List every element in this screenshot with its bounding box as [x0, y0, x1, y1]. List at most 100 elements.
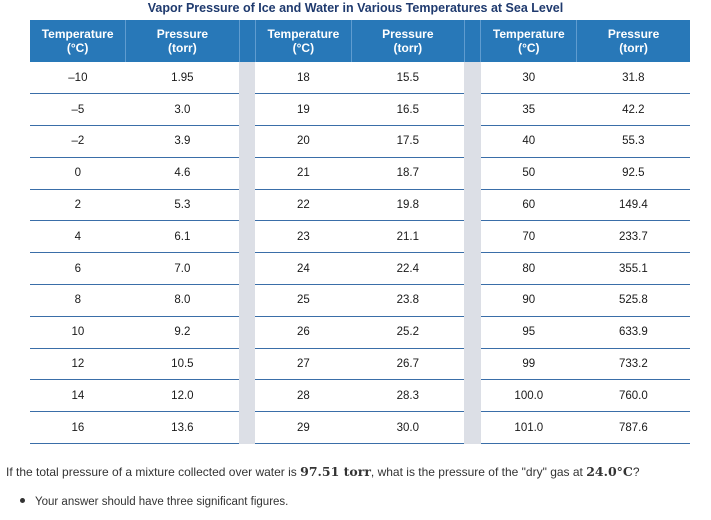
temperature-cell: –5: [30, 93, 126, 127]
column-gap: [238, 20, 256, 62]
column-gap: [464, 125, 481, 158]
table-row: –5 3.0 19 16.5 35 42.2: [30, 93, 690, 127]
temperature-cell: –2: [30, 125, 126, 158]
pressure-cell: 733.2: [576, 348, 690, 381]
pressure-cell: 23.8: [351, 284, 465, 317]
table-row: 8 8.0 25 23.8 90 525.8: [30, 284, 690, 317]
column-gap: [464, 316, 481, 349]
temperature-cell: 90: [480, 284, 577, 317]
temperature-cell: 8: [30, 284, 126, 317]
column-gap: [464, 62, 481, 94]
column-header: Temperature (°C): [30, 20, 126, 62]
pressure-cell: 16.5: [351, 93, 465, 127]
bullet-icon: [20, 498, 25, 504]
table-row: –2 3.9 20 17.5 40 55.3: [30, 125, 690, 158]
pressure-cell: 26.7: [351, 348, 465, 381]
temperature-cell: 18: [255, 62, 352, 95]
temperature-cell: 19: [255, 93, 352, 127]
temperature-cell: 6: [30, 252, 126, 286]
pressure-cell: 355.1: [576, 252, 690, 286]
column-gap: [464, 379, 481, 412]
table-row: –10 1.95 18 15.5 30 31.8: [30, 62, 690, 95]
temperature-cell: 28: [255, 379, 352, 413]
pressure-cell: 22.4: [351, 252, 465, 286]
column-gap: [239, 284, 256, 317]
pressure-cell: 3.0: [125, 93, 239, 127]
pressure-cell: 760.0: [576, 379, 690, 413]
column-gap: [239, 411, 256, 444]
temperature-cell: 12: [30, 348, 126, 381]
temperature-cell: 29: [255, 411, 352, 445]
pressure-cell: 4.6: [125, 157, 239, 190]
instruction-item: Your answer should have three significan…: [20, 496, 288, 508]
pressure-cell: 7.0: [125, 252, 239, 286]
temperature-value: 24.0°C: [586, 464, 633, 479]
table-row: 0 4.6 21 18.7 50 92.5: [30, 157, 690, 190]
pressure-cell: 15.5: [351, 62, 465, 95]
temperature-cell: 99: [480, 348, 577, 381]
column-gap: [239, 93, 256, 126]
temperature-cell: 16: [30, 411, 126, 445]
pressure-cell: 1.95: [125, 62, 239, 95]
temperature-cell: 27: [255, 348, 352, 381]
table-row: 16 13.6 29 30.0 101.0 787.6: [30, 411, 690, 445]
column-gap: [464, 348, 481, 380]
pressure-cell: 13.6: [125, 411, 239, 445]
temperature-cell: 40: [480, 125, 577, 158]
temperature-cell: 60: [480, 189, 577, 222]
temperature-cell: 95: [480, 316, 577, 349]
pressure-cell: 21.1: [351, 220, 465, 254]
temperature-cell: 35: [480, 93, 577, 127]
instructions-list: Your answer should have three significan…: [20, 496, 288, 508]
temperature-cell: 70: [480, 220, 577, 254]
pressure-cell: 5.3: [125, 189, 239, 222]
pressure-cell: 6.1: [125, 220, 239, 254]
vapor-pressure-table: Temperature (°C) Pressure (torr) Temperatu…: [30, 20, 690, 445]
column-header: Pressure (torr): [350, 20, 465, 62]
table-row: 2 5.3 22 19.8 60 149.4: [30, 189, 690, 222]
table-row: 12 10.5 27 26.7 99 733.2: [30, 348, 690, 381]
temperature-cell: 23: [255, 220, 352, 254]
pressure-cell: 42.2: [576, 93, 690, 127]
pressure-cell: 787.6: [576, 411, 690, 445]
column-gap: [464, 157, 481, 190]
pressure-cell: 233.7: [576, 220, 690, 254]
column-gap: [464, 411, 481, 444]
temperature-cell: 25: [255, 284, 352, 317]
pressure-cell: 55.3: [576, 125, 690, 158]
temperature-cell: 10: [30, 316, 126, 349]
pressure-cell: 28.3: [351, 379, 465, 413]
temperature-cell: 30: [480, 62, 577, 95]
pressure-cell: 12.0: [125, 379, 239, 413]
pressure-cell: 18.7: [351, 157, 465, 190]
pressure-cell: 3.9: [125, 125, 239, 158]
table-body: –10 1.95 18 15.5 30 31.8 –5 3.0 19 16.5 35 42.2 –2 3.…: [30, 62, 690, 445]
pressure-cell: 31.8: [576, 62, 690, 95]
table-row: 4 6.1 23 21.1 70 233.7: [30, 220, 690, 254]
temperature-cell: 20: [255, 125, 352, 158]
temperature-cell: 100.0: [480, 379, 577, 413]
pressure-cell: 19.8: [351, 189, 465, 222]
temperature-cell: 4: [30, 220, 126, 254]
total-pressure-value: 97.51 torr: [300, 464, 371, 479]
pressure-cell: 149.4: [576, 189, 690, 222]
table-row: 14 12.0 28 28.3 100.0 760.0: [30, 379, 690, 413]
column-header: Pressure (torr): [125, 20, 239, 62]
temperature-cell: 0: [30, 157, 126, 190]
temperature-cell: 50: [480, 157, 577, 190]
pressure-cell: 633.9: [576, 316, 690, 349]
table-row: 10 9.2 26 25.2 95 633.9: [30, 316, 690, 349]
temperature-cell: 24: [255, 252, 352, 286]
question-text: If the total pressure of a mixture colle…: [6, 464, 640, 479]
column-header: Temperature (°C): [480, 20, 577, 62]
temperature-cell: 101.0: [480, 411, 577, 445]
column-gap: [239, 379, 256, 412]
column-gap: [464, 284, 481, 317]
pressure-cell: 25.2: [351, 316, 465, 349]
column-gap: [464, 93, 481, 126]
column-gap: [463, 20, 481, 62]
column-gap: [239, 157, 256, 190]
table-header-row: Temperature (°C) Pressure (torr) Temperatu…: [30, 20, 690, 62]
pressure-cell: 30.0: [351, 411, 465, 445]
temperature-cell: 26: [255, 316, 352, 349]
